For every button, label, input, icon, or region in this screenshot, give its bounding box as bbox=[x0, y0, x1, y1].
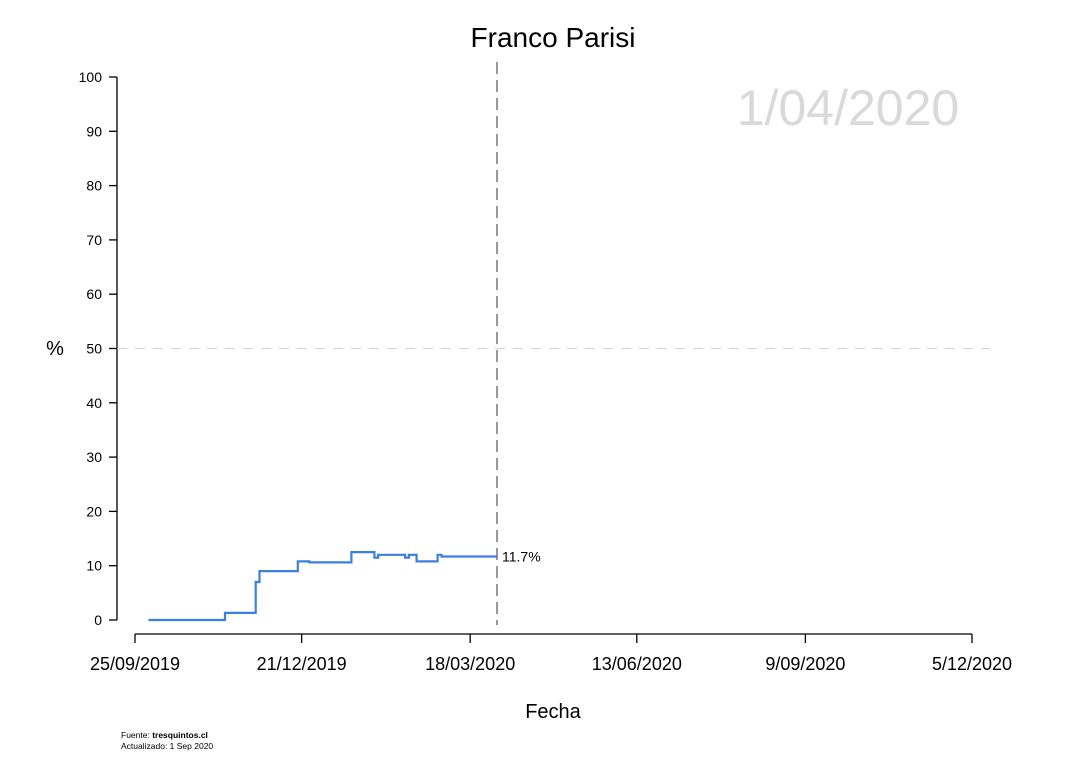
source-line: Fuente: tresquintos.cl bbox=[121, 730, 213, 741]
series-line bbox=[148, 551, 497, 622]
updated-line: Actualizado: 1 Sep 2020 bbox=[121, 741, 214, 751]
y-tick-label: 70 bbox=[86, 232, 102, 248]
y-tick-label: 30 bbox=[86, 449, 102, 465]
source-prefix: Fuente: bbox=[121, 730, 153, 740]
x-tick-label: 13/06/2020 bbox=[592, 654, 682, 674]
x-tick-label: 21/12/2019 bbox=[257, 654, 347, 674]
x-tick-label: 5/12/2020 bbox=[932, 654, 1012, 674]
footer: Fuente: tresquintos.cl Actualizado: 1 Se… bbox=[121, 730, 213, 752]
y-tick-label: 40 bbox=[86, 395, 102, 411]
source-name: tresquintos.cl bbox=[152, 730, 208, 740]
y-tick-label: 0 bbox=[94, 612, 102, 628]
reference-lines bbox=[117, 62, 990, 625]
current-date-watermark: 1/04/2020 bbox=[737, 80, 959, 136]
y-tick-label: 20 bbox=[86, 503, 102, 519]
x-axis-label: Fecha bbox=[525, 701, 581, 723]
series-group: 11.7% bbox=[148, 548, 541, 622]
y-tick-label: 10 bbox=[86, 558, 102, 574]
axes: 0 10 20 30 40 50 60 70 80 90 100 25/09/2019 21/12/20… bbox=[79, 69, 1012, 674]
y-tick-label: 80 bbox=[86, 178, 102, 194]
chart-title: Franco Parisi bbox=[471, 22, 636, 53]
x-tick-label: 18/03/2020 bbox=[425, 654, 515, 674]
x-tick-label: 25/09/2019 bbox=[90, 654, 180, 674]
y-axis-label: % bbox=[46, 338, 64, 360]
x-tick-label: 9/09/2020 bbox=[765, 654, 845, 674]
y-tick-label: 100 bbox=[79, 69, 103, 85]
series-end-label: 11.7% bbox=[502, 548, 541, 564]
y-tick-label: 90 bbox=[86, 123, 102, 139]
y-tick-label: 50 bbox=[86, 341, 102, 357]
y-tick-label: 60 bbox=[86, 286, 102, 302]
